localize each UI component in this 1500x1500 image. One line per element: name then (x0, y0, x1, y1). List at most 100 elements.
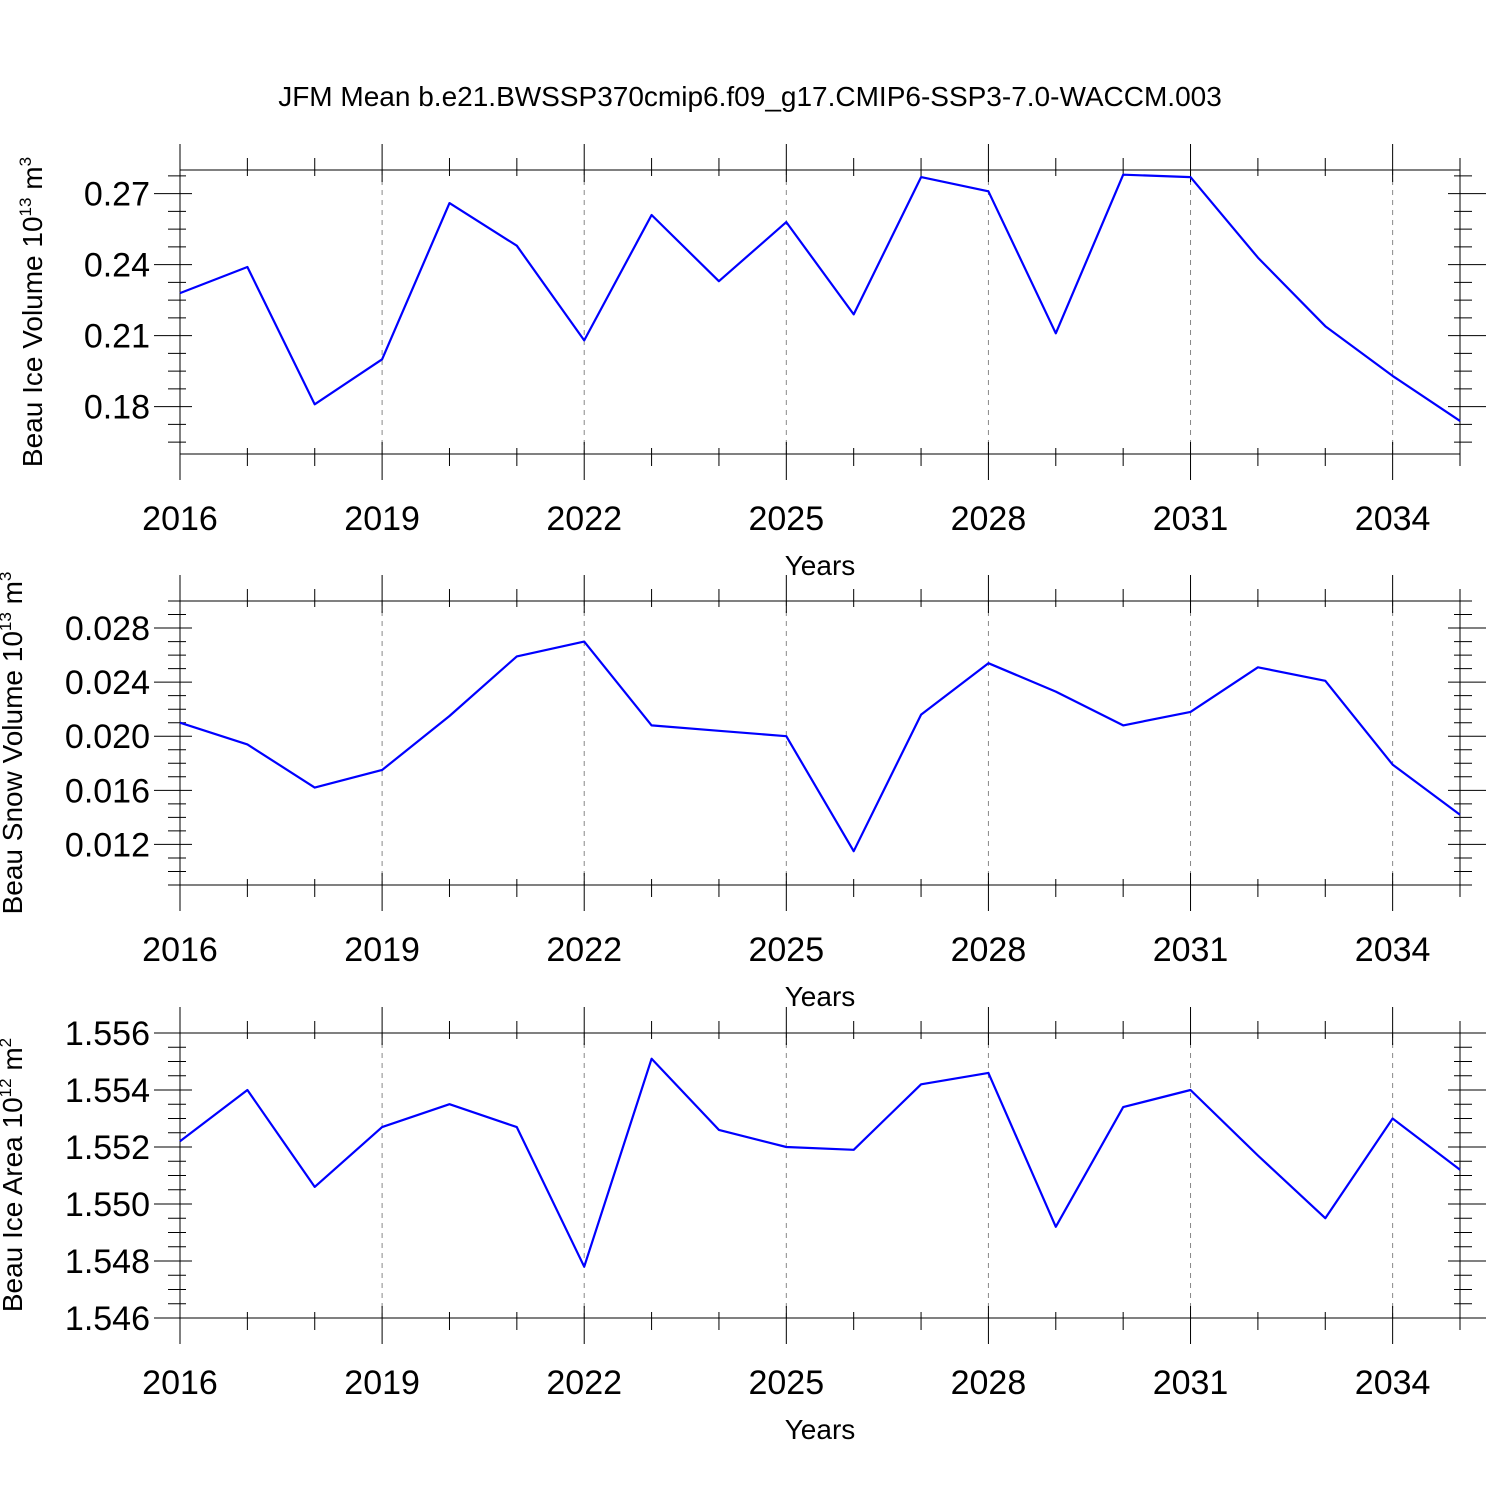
y-axis-label-part: m (17, 166, 48, 197)
x-tick-label: 2019 (344, 1364, 420, 1402)
data-point (179, 292, 181, 294)
series-line (179, 1057, 1461, 1268)
data-point (987, 1072, 989, 1074)
plot-frame (179, 1032, 1461, 1319)
y-axis-label-superscript: 3 (0, 572, 15, 581)
x-tick-label: 2031 (1153, 1364, 1229, 1402)
x-axis-label: Years (785, 981, 856, 1012)
data-point (718, 730, 720, 732)
data-point (920, 1083, 922, 1085)
y-tick-label: 1.548 (65, 1243, 150, 1281)
data-point (1392, 764, 1394, 766)
y-tick-label: 0.27 (84, 176, 150, 214)
x-tick-label: 2022 (546, 1364, 622, 1402)
data-point (448, 202, 450, 204)
x-tick-label: 2022 (546, 931, 622, 969)
data-point (516, 1126, 518, 1128)
y-ticks (154, 600, 1486, 886)
series-line (179, 173, 1461, 422)
x-tick-label: 2025 (748, 1364, 824, 1402)
data-point (516, 655, 518, 657)
data-point (583, 641, 585, 643)
data-point (853, 313, 855, 315)
plot-frame (179, 600, 1461, 886)
x-tick-label: 2025 (748, 500, 824, 538)
y-tick-label: 0.020 (65, 718, 150, 756)
x-tick-label: 2016 (142, 500, 218, 538)
x-tick-label: 2034 (1355, 1364, 1431, 1402)
x-ticks (179, 144, 1461, 480)
data-point (987, 190, 989, 192)
y-axis-label-part: m (0, 581, 28, 612)
x-tick-label: 2019 (344, 500, 420, 538)
y-ticks (154, 175, 1486, 443)
x-axis-label: Years (785, 550, 856, 581)
panel-2: 2016 2019 2022 2025 2028 2031 2034 0.012 0.016 0.… (0, 572, 1486, 1012)
data-point (1324, 1217, 1326, 1219)
y-axis-label-part: Beau Ice Area 10 (0, 1097, 28, 1312)
data-point (516, 245, 518, 247)
y-axis-label-superscript: 13 (0, 612, 15, 631)
data-point (718, 280, 720, 282)
data-point (1257, 666, 1259, 668)
data-point (718, 1129, 720, 1131)
y-tick-label: 1.554 (65, 1072, 150, 1110)
y-axis-label-part: Beau Snow Volume 10 (0, 631, 28, 914)
x-axis-label: Years (785, 1414, 856, 1445)
y-tick-label: 1.546 (65, 1300, 150, 1338)
data-point (246, 743, 248, 745)
y-axis-label-superscript: 13 (16, 198, 35, 217)
y-tick-label: 0.24 (84, 247, 150, 285)
x-tick-label: 2016 (142, 1364, 218, 1402)
data-point (448, 715, 450, 717)
plot-frame (179, 169, 1461, 455)
x-ticks (179, 575, 1461, 911)
y-tick-label: 0.016 (65, 772, 150, 810)
x-tick-label: 2034 (1355, 500, 1431, 538)
panel-1: 2016 2019 2022 2025 2028 2031 2034 0.18 0.21 0.24… (16, 144, 1486, 581)
data-point (1122, 174, 1124, 176)
x-tick-label: 2031 (1153, 931, 1229, 969)
y-tick-label: 0.028 (65, 610, 150, 648)
panel-3: 2016 2019 2022 2025 2028 2031 2034 1.546 1.548 1.… (0, 1007, 1486, 1445)
data-point (448, 1103, 450, 1105)
data-point (1257, 257, 1259, 259)
data-point (785, 735, 787, 737)
data-point (1190, 176, 1192, 178)
series-line (179, 640, 1461, 853)
data-point (583, 1266, 585, 1268)
y-tick-label: 1.550 (65, 1186, 150, 1224)
data-point (1324, 325, 1326, 327)
data-point (853, 850, 855, 852)
x-tick-label: 2028 (951, 500, 1027, 538)
data-point (1055, 332, 1057, 334)
x-tick-label: 2031 (1153, 500, 1229, 538)
data-point (1459, 1169, 1461, 1171)
y-tick-label: 0.024 (65, 664, 150, 702)
y-tick-label: 0.012 (65, 826, 150, 864)
x-tick-label: 2025 (748, 931, 824, 969)
data-point (1459, 420, 1461, 422)
data-point (920, 176, 922, 178)
data-point (246, 266, 248, 268)
data-point (314, 1186, 316, 1188)
data-point (381, 358, 383, 360)
data-point (1459, 814, 1461, 816)
data-point (1122, 1106, 1124, 1108)
y-axis-label-part: m (0, 1047, 28, 1078)
y-axis-label: Beau Ice Area 1012 m2 (0, 1038, 28, 1312)
x-tick-label: 2028 (951, 1364, 1027, 1402)
data-point (1257, 1155, 1259, 1157)
x-ticks (179, 1007, 1461, 1344)
data-point (1392, 1118, 1394, 1120)
data-point (179, 1140, 181, 1142)
data-point (179, 722, 181, 724)
data-point (1392, 375, 1394, 377)
figure-title: JFM Mean b.e21.BWSSP370cmip6.f09_g17.CMI… (278, 81, 1222, 112)
y-axis-label-superscript: 12 (0, 1078, 15, 1097)
x-tick-label: 2022 (546, 500, 622, 538)
data-point (987, 662, 989, 664)
data-point (920, 714, 922, 716)
data-point (853, 1149, 855, 1151)
data-point (785, 1146, 787, 1148)
